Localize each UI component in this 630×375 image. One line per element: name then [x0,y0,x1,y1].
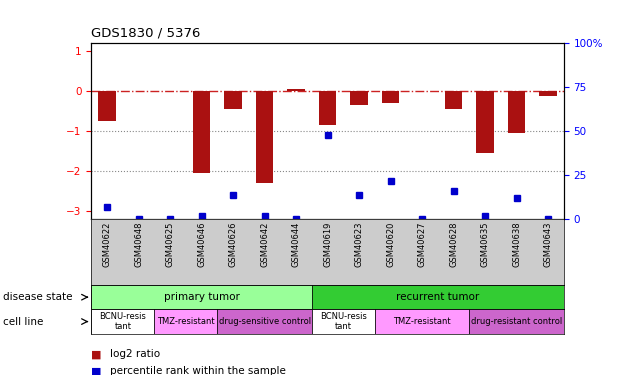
Text: GSM40625: GSM40625 [166,221,175,267]
Bar [91,309,154,334]
Text: TMZ-resistant: TMZ-resistant [157,317,215,326]
Text: cell line: cell line [3,316,43,327]
Bar [312,309,375,334]
Bar [312,285,564,309]
Text: GSM40642: GSM40642 [260,221,269,267]
Text: ■: ■ [91,366,102,375]
Bar [382,91,399,103]
Text: disease state: disease state [3,292,72,302]
Bar [350,91,368,105]
Text: drug-sensitive control: drug-sensitive control [219,317,311,326]
Text: GSM40623: GSM40623 [355,221,364,267]
Bar [91,285,312,309]
Bar [217,309,312,334]
Text: drug-resistant control: drug-resistant control [471,317,562,326]
Text: GSM40644: GSM40644 [292,221,301,267]
Text: GSM40635: GSM40635 [481,221,490,267]
Text: BCNU-resis
tant: BCNU-resis tant [100,312,146,331]
Text: GSM40626: GSM40626 [229,221,238,267]
Text: recurrent tumor: recurrent tumor [396,292,479,302]
Text: GSM40648: GSM40648 [134,221,143,267]
Bar [375,309,469,334]
Text: GSM40643: GSM40643 [544,221,553,267]
Text: GSM40619: GSM40619 [323,221,332,267]
Bar [287,89,305,91]
Bar [508,91,525,133]
Bar [319,91,336,125]
Text: ■: ■ [91,350,102,359]
Text: percentile rank within the sample: percentile rank within the sample [110,366,286,375]
Text: GSM40638: GSM40638 [512,221,521,267]
Text: primary tumor: primary tumor [164,292,239,302]
Bar [445,91,462,109]
Text: GDS1830 / 5376: GDS1830 / 5376 [91,26,201,39]
Text: log2 ratio: log2 ratio [110,350,161,359]
Bar [193,91,210,173]
Bar [224,91,242,109]
Bar [154,309,217,334]
Text: GSM40627: GSM40627 [418,221,427,267]
Bar [469,309,564,334]
Text: GSM40628: GSM40628 [449,221,458,267]
Text: TMZ-resistant: TMZ-resistant [393,317,451,326]
Text: GSM40622: GSM40622 [103,221,112,267]
Text: GSM40620: GSM40620 [386,221,395,267]
Bar [539,91,557,96]
Text: GSM40646: GSM40646 [197,221,206,267]
Bar [98,91,116,121]
Bar [476,91,494,153]
Text: BCNU-resis
tant: BCNU-resis tant [320,312,367,331]
Bar [256,91,273,183]
